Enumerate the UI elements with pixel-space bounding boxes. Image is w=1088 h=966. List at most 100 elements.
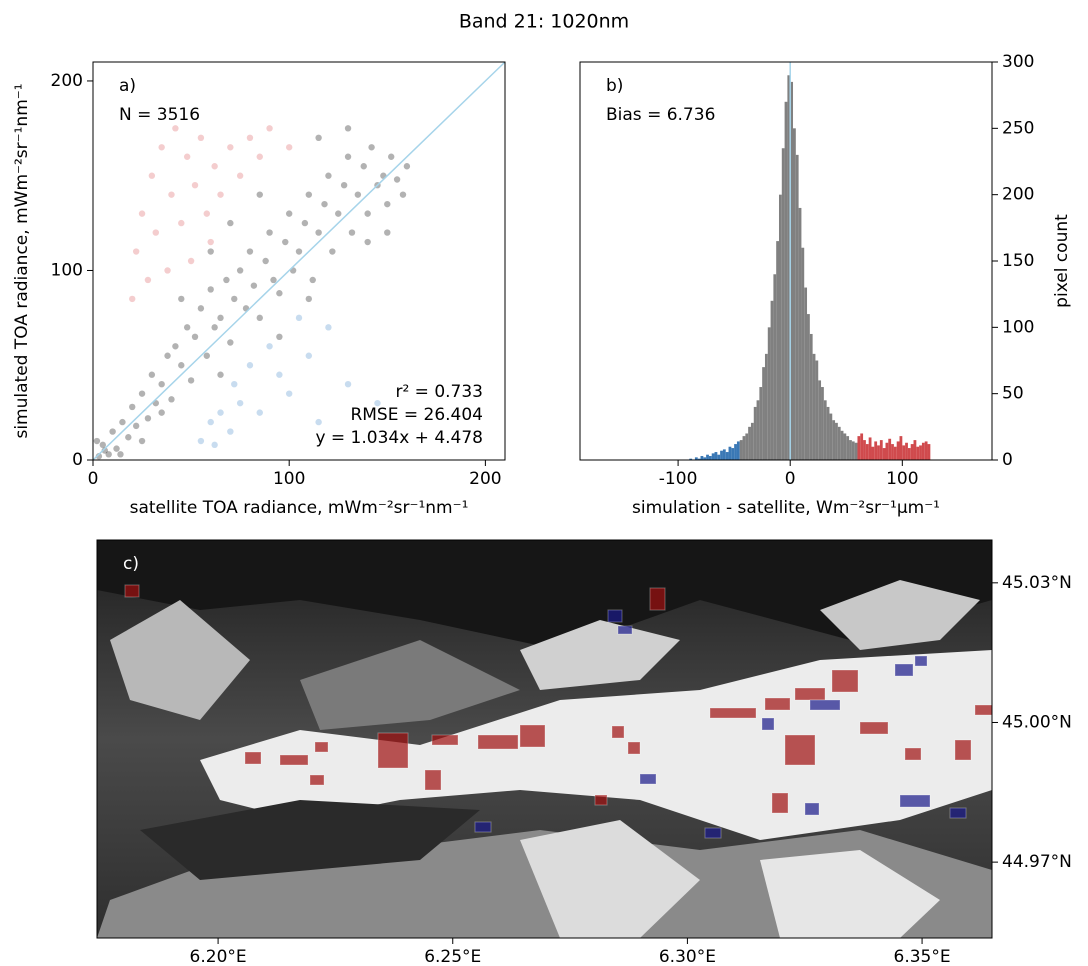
scatter-point bbox=[217, 314, 224, 322]
scatter-point bbox=[305, 352, 313, 359]
histogram-bar bbox=[720, 450, 723, 460]
histogram-bar bbox=[728, 446, 732, 460]
scatter-point bbox=[227, 219, 234, 227]
histogram-bar bbox=[888, 438, 892, 460]
scatter-point bbox=[144, 276, 152, 284]
scatter-point bbox=[217, 409, 224, 416]
scatter-point bbox=[125, 434, 132, 441]
histogram-bar bbox=[818, 380, 822, 460]
histogram-bar bbox=[879, 440, 883, 460]
histogram-bar bbox=[748, 426, 751, 460]
scatter-point bbox=[132, 422, 140, 430]
histogram-bar bbox=[767, 327, 771, 460]
histogram-bar bbox=[778, 194, 782, 460]
y-tick-label: 100 bbox=[1002, 317, 1034, 337]
scatter-point bbox=[105, 451, 112, 458]
scatter-point bbox=[187, 377, 195, 384]
histogram-bar bbox=[829, 413, 833, 460]
annotation: Bias = 6.736 bbox=[606, 105, 715, 125]
histogram-bar bbox=[896, 441, 900, 460]
histogram-bar bbox=[739, 440, 743, 460]
scatter-point bbox=[256, 409, 263, 416]
scatter-point bbox=[211, 324, 218, 331]
x-tick-label: 6.20°E bbox=[190, 947, 247, 966]
histogram-bar bbox=[708, 456, 712, 460]
scatter-point bbox=[158, 409, 165, 416]
scatter-point bbox=[95, 453, 103, 460]
scatter-point bbox=[285, 390, 293, 397]
histogram-bar bbox=[815, 360, 819, 460]
scatter-point bbox=[340, 181, 348, 189]
histogram-bar bbox=[907, 448, 911, 460]
histogram-bar bbox=[711, 453, 715, 460]
histogram-bar bbox=[821, 387, 824, 460]
scatter-point bbox=[129, 295, 136, 303]
scatter-point bbox=[305, 295, 313, 303]
histogram-bar bbox=[885, 442, 889, 460]
x-tick-label: 100 bbox=[273, 469, 305, 489]
scatter-point bbox=[246, 362, 254, 369]
scatter-point bbox=[172, 343, 179, 350]
histogram-bar bbox=[731, 448, 735, 460]
scatter-point bbox=[364, 210, 371, 217]
histogram-bar bbox=[916, 446, 920, 460]
scatter-point bbox=[148, 172, 156, 179]
histogram-bar bbox=[781, 148, 785, 460]
scatter-point bbox=[178, 362, 185, 369]
scatter-point bbox=[236, 267, 244, 274]
histogram-bar bbox=[809, 333, 813, 460]
histogram-bar bbox=[807, 314, 810, 460]
scatter-point bbox=[207, 248, 214, 255]
histogram-bar bbox=[846, 436, 850, 460]
histogram-bar bbox=[905, 442, 908, 460]
x-tick-label: -100 bbox=[659, 469, 698, 489]
scatter-point bbox=[236, 172, 244, 179]
scatter-point bbox=[132, 248, 140, 255]
scatter-point bbox=[344, 153, 352, 160]
scatter-point bbox=[164, 267, 171, 274]
histogram-bar bbox=[790, 81, 794, 461]
histogram-bar bbox=[927, 444, 931, 460]
x-tick-label: 200 bbox=[469, 469, 501, 489]
histogram-bar bbox=[913, 440, 917, 460]
scatter-point bbox=[117, 451, 124, 458]
scatter-point bbox=[99, 441, 107, 449]
histogram-bar bbox=[871, 446, 875, 460]
annotation: r² = 0.733 bbox=[395, 382, 483, 402]
map-image bbox=[97, 540, 992, 938]
histogram-bar bbox=[801, 247, 805, 460]
scatter-point bbox=[227, 144, 234, 151]
scatter-point bbox=[197, 305, 205, 312]
histogram-bar bbox=[857, 436, 861, 460]
histogram-bar bbox=[722, 449, 726, 460]
identity-line bbox=[92, 61, 506, 461]
scatter-point bbox=[295, 314, 303, 322]
histogram-bar bbox=[750, 422, 754, 460]
scatter-point bbox=[276, 290, 283, 297]
histogram-bar bbox=[795, 154, 799, 460]
scatter-point bbox=[246, 248, 254, 255]
scatter-point bbox=[270, 276, 277, 284]
scatter-point bbox=[388, 153, 395, 160]
histogram-bar bbox=[865, 444, 869, 460]
x-tick-label: 6.30°E bbox=[659, 947, 716, 966]
scatter-point bbox=[178, 219, 185, 227]
histogram-bar bbox=[840, 430, 844, 460]
scatter-point bbox=[197, 134, 205, 142]
scatter-point bbox=[256, 191, 263, 198]
scatter-point bbox=[344, 125, 352, 132]
histogram-bar bbox=[823, 400, 827, 460]
scatter-point bbox=[138, 437, 146, 445]
y-tick-label: 100 bbox=[51, 260, 83, 280]
histogram-bar bbox=[784, 101, 788, 461]
scatter-point bbox=[109, 428, 116, 435]
scatter-point bbox=[399, 191, 407, 198]
scatter-point bbox=[354, 191, 362, 198]
histogram-bar bbox=[882, 448, 886, 460]
scatter-point bbox=[227, 339, 234, 346]
scatter-point bbox=[172, 125, 179, 132]
panel-label: a) bbox=[119, 76, 136, 96]
scatter-point bbox=[315, 418, 322, 426]
scatter-point bbox=[183, 324, 191, 331]
